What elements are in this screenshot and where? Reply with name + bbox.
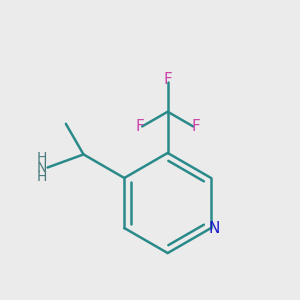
Text: H: H bbox=[37, 170, 47, 184]
Text: H: H bbox=[37, 151, 47, 165]
Text: F: F bbox=[163, 72, 172, 87]
Text: F: F bbox=[135, 119, 144, 134]
Text: N: N bbox=[209, 220, 220, 236]
Text: N: N bbox=[37, 160, 47, 175]
Text: F: F bbox=[191, 119, 200, 134]
